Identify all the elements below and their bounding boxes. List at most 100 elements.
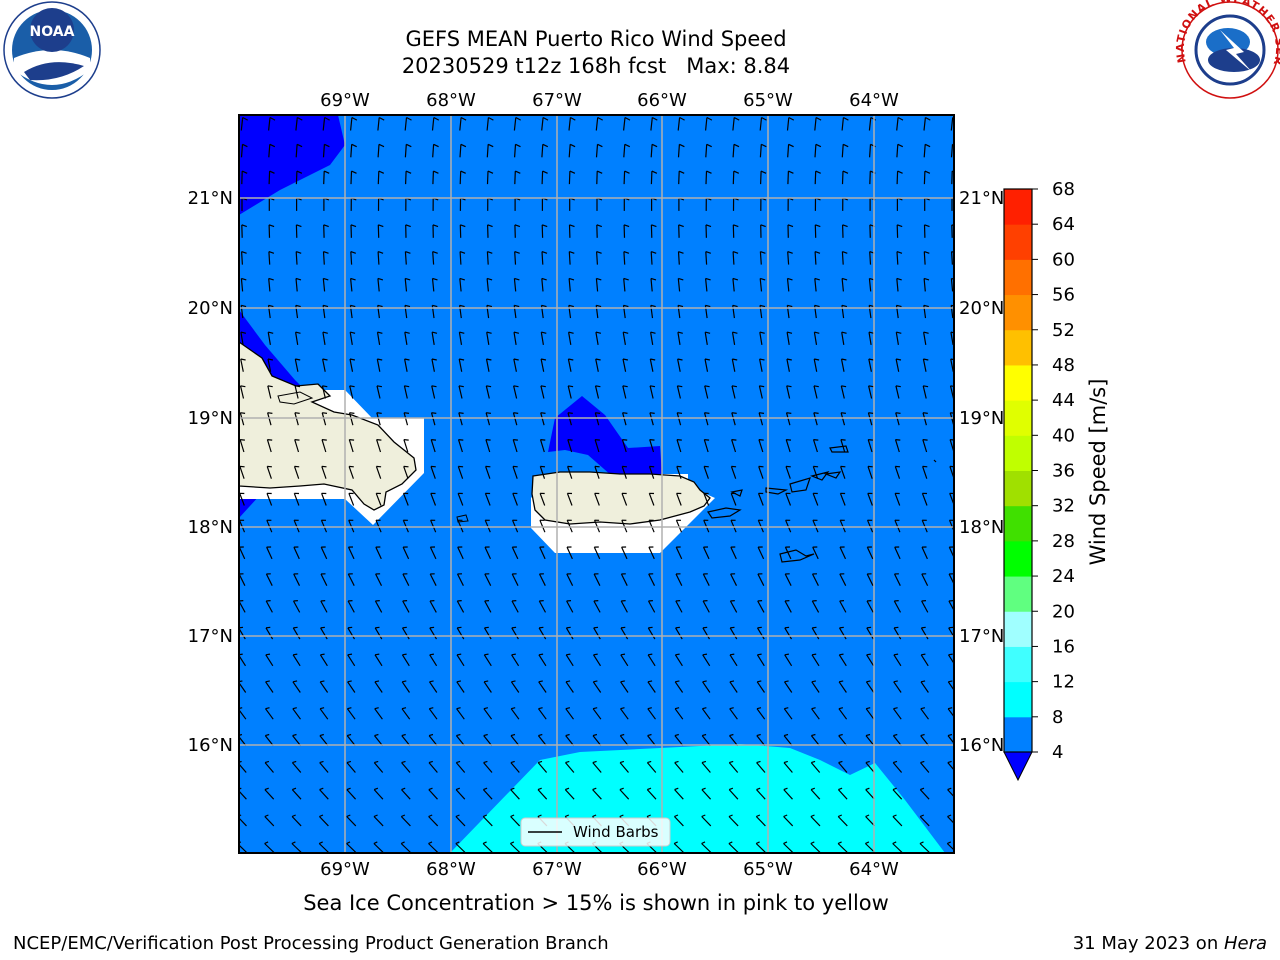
wind-barb	[486, 116, 494, 131]
wind-barb	[402, 492, 409, 506]
wind-barb	[264, 841, 275, 853]
wind-barb	[267, 412, 273, 426]
wind-barb	[729, 733, 739, 747]
wind-barb	[704, 385, 710, 399]
wind-barb	[428, 733, 438, 747]
wind-barb	[456, 707, 465, 720]
wind-barb	[457, 519, 464, 533]
wind-barb	[757, 546, 765, 560]
wind-barb	[346, 733, 356, 747]
wind-barb	[787, 170, 794, 185]
wind-barb	[455, 814, 466, 827]
wind-barb	[621, 519, 628, 533]
wind-barb	[541, 224, 548, 238]
wind-barb	[241, 170, 248, 185]
colorbar-tick-label: 8	[1052, 707, 1063, 728]
wind-barb	[350, 277, 356, 292]
wind-barb	[865, 814, 876, 827]
wind-barb	[896, 224, 903, 238]
wind-barb	[784, 680, 793, 693]
wind-barb	[431, 385, 437, 399]
wind-barb	[347, 626, 356, 640]
wind-barb	[622, 358, 629, 372]
wind-barb	[567, 465, 573, 479]
wind-barb	[840, 465, 846, 479]
wind-barb	[620, 573, 628, 586]
colorbar-tick-label: 4	[1052, 742, 1063, 763]
wind-barb	[265, 653, 274, 667]
wind-barb	[783, 733, 793, 747]
wind-barb	[619, 733, 629, 747]
wind-barb	[730, 546, 737, 560]
colorbar-cell	[1004, 611, 1032, 647]
wind-barb	[538, 707, 547, 720]
wind-barb	[838, 680, 847, 693]
wind-barb	[239, 492, 245, 506]
wind-barb	[485, 412, 491, 426]
wind-barb	[921, 573, 929, 586]
wind-barb	[728, 841, 739, 853]
wind-barb	[267, 385, 273, 399]
wind-barb	[923, 251, 930, 265]
wind-barb	[401, 626, 410, 640]
wind-barb	[483, 707, 493, 720]
wind-barb	[429, 573, 437, 586]
footer-host: Hera	[1223, 933, 1267, 954]
wind-barb	[483, 733, 493, 747]
wind-barb	[783, 814, 794, 827]
colorbar-tick-label: 60	[1052, 249, 1075, 270]
wind-barb	[840, 439, 846, 453]
colorbar-cell	[1004, 470, 1032, 507]
wind-barb	[295, 277, 302, 292]
wind-barb	[511, 626, 519, 640]
colorbar-cell	[1004, 189, 1032, 225]
wind-barb	[540, 412, 546, 426]
wind-barb	[757, 519, 764, 533]
colorbar-cell	[1004, 646, 1032, 683]
wind-barb	[814, 170, 821, 185]
wind-barb	[866, 573, 874, 586]
wind-barb	[865, 733, 875, 747]
wind-barb	[814, 277, 820, 292]
wind-barb	[514, 170, 521, 185]
wind-barb	[295, 224, 302, 238]
wind-barb	[757, 573, 765, 586]
wind-barb	[540, 385, 546, 399]
wind-barb	[459, 224, 466, 238]
wind-barb	[320, 626, 328, 640]
wind-barb	[623, 224, 630, 238]
wind-barb	[484, 546, 492, 560]
map-title: GEFS MEAN Puerto Rico Wind Speed	[405, 27, 787, 51]
wind-barb	[786, 385, 792, 399]
colorbar-cell	[1004, 716, 1032, 753]
wind-barb	[347, 600, 355, 613]
wind-barb	[812, 492, 819, 506]
wind-barb	[893, 573, 901, 586]
wind-barb	[565, 733, 575, 747]
wind-barb	[319, 787, 329, 800]
wind-barb	[429, 600, 437, 613]
wind-barb	[893, 626, 902, 640]
wind-barb	[403, 412, 410, 426]
wind-barb	[813, 385, 819, 399]
wind-barb	[239, 439, 245, 453]
wind-barb	[896, 251, 903, 265]
lat-label: 17°N	[959, 626, 1004, 647]
wind-barb	[593, 573, 601, 586]
wind-barb	[511, 519, 519, 533]
wind-barb	[677, 251, 684, 265]
wind-barb	[513, 116, 521, 131]
wind-barb	[923, 331, 929, 346]
wind-barb	[455, 733, 465, 747]
wind-barb	[319, 680, 329, 693]
wind-barb	[838, 653, 847, 667]
wind-barb	[320, 600, 328, 613]
wind-barb	[894, 439, 901, 453]
wind-barb	[459, 143, 467, 158]
wind-barb	[431, 277, 438, 292]
wind-barb	[566, 546, 573, 560]
wind-barb	[375, 573, 383, 586]
wind-barb	[866, 519, 874, 533]
wind-barb	[647, 600, 656, 613]
wind-barb	[240, 358, 246, 372]
